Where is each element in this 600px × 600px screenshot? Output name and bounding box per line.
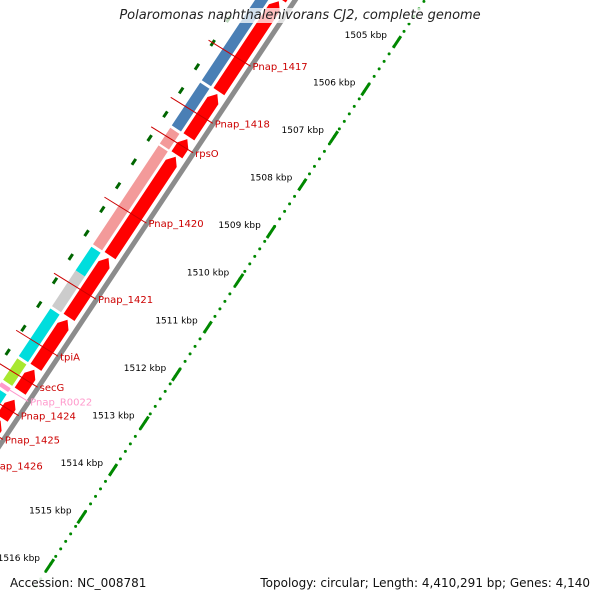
coordinate-tick: [265, 225, 276, 239]
gene-label: Pnap_R0022: [30, 397, 92, 408]
coordinate-label: 1512 kbp: [124, 364, 167, 374]
outer-tick: [130, 158, 138, 166]
coordinate-label: 1509 kbp: [218, 221, 261, 231]
outer-tick: [193, 63, 201, 71]
gene-label: Pnap_1418: [215, 119, 270, 130]
strand-arrow: [30, 319, 69, 371]
label-leader: [150, 126, 194, 154]
coordinate-label: 1514 kbp: [61, 459, 104, 469]
gene-label: secG: [40, 383, 65, 394]
strand-arrow: [282, 0, 288, 3]
map-title: Polaromonas naphthalenivorans CJ2, compl…: [0, 8, 600, 23]
coordinate-tick: [107, 463, 119, 477]
coordinate-tick: [297, 177, 308, 192]
gene-label: Pnap_1421: [98, 295, 153, 306]
coordinate-tick: [76, 510, 87, 525]
strand-arrow: [14, 369, 36, 395]
cds-feature: [52, 270, 85, 313]
outer-tick: [162, 110, 169, 119]
gene-label: tpiA: [60, 352, 80, 363]
strand-arrow: [183, 94, 219, 141]
label-leader: [170, 96, 213, 124]
cds-feature: [171, 82, 210, 132]
coordinate-label: 1505 kbp: [345, 31, 388, 41]
gene-label: Pnap_1420: [148, 219, 203, 230]
coordinate-label: 1506 kbp: [313, 79, 356, 89]
cds-feature: [75, 246, 101, 277]
strand-arrow: [63, 258, 110, 321]
coordinate-label: 1507 kbp: [282, 126, 325, 136]
strand-arrow: [104, 156, 177, 260]
cds-feature: [18, 308, 60, 363]
coordinate-tick: [328, 130, 340, 144]
outer-tick: [114, 181, 122, 190]
outer-tick: [83, 229, 90, 237]
label-leader: [208, 39, 251, 67]
coordinate-tick: [202, 320, 213, 334]
strand-arrow: [171, 139, 189, 159]
coordinate-dotted-line: [29, 0, 427, 596]
gene-label: Pnap_1425: [5, 435, 60, 446]
accession-label: Accession: NC_008781: [10, 576, 147, 590]
cds-feature: [93, 145, 168, 251]
coordinate-label: 1513 kbp: [92, 411, 135, 421]
coordinate-tick: [360, 82, 371, 97]
strand-arrow: [0, 399, 16, 422]
gene-label: Pnap_1417: [253, 62, 308, 73]
coordinate-label: 1516 kbp: [0, 554, 40, 564]
label-leader: [53, 272, 97, 300]
coordinate-tick: [391, 35, 403, 49]
strand-arrow: [213, 1, 280, 96]
label-leader: [0, 403, 19, 417]
outer-tick: [51, 276, 59, 285]
label-leader: [0, 363, 38, 388]
coordinate-label: 1511 kbp: [155, 316, 198, 326]
label-leader: [0, 383, 29, 402]
gene-label: Pnap_1426: [0, 462, 43, 473]
gene-label: rpsO: [195, 149, 219, 160]
genome-backbone: [0, 0, 299, 450]
strand-arrow: [0, 420, 2, 434]
gene-label: Pnap_1424: [21, 412, 76, 423]
outer-tick: [4, 348, 11, 356]
outer-tick: [99, 205, 106, 214]
coordinate-label: 1508 kbp: [250, 174, 293, 184]
coordinate-label: 1515 kbp: [29, 506, 72, 516]
coordinate-label: 1510 kbp: [187, 269, 230, 279]
cds-feature: [0, 390, 7, 405]
coordinate-tick: [234, 273, 245, 287]
outer-tick: [20, 324, 27, 333]
coordinate-tick: [44, 558, 56, 572]
label-leader: [104, 196, 147, 224]
outer-tick: [146, 134, 153, 142]
coordinate-tick: [139, 415, 150, 430]
outer-tick: [36, 300, 43, 309]
outer-tick: [177, 86, 185, 95]
topology-label: Topology: circular; Length: 4,410,291 bp…: [260, 576, 590, 590]
cds-feature: [3, 358, 27, 386]
label-leader: [15, 329, 59, 357]
outer-tick: [67, 253, 74, 261]
coordinate-tick: [171, 368, 182, 382]
